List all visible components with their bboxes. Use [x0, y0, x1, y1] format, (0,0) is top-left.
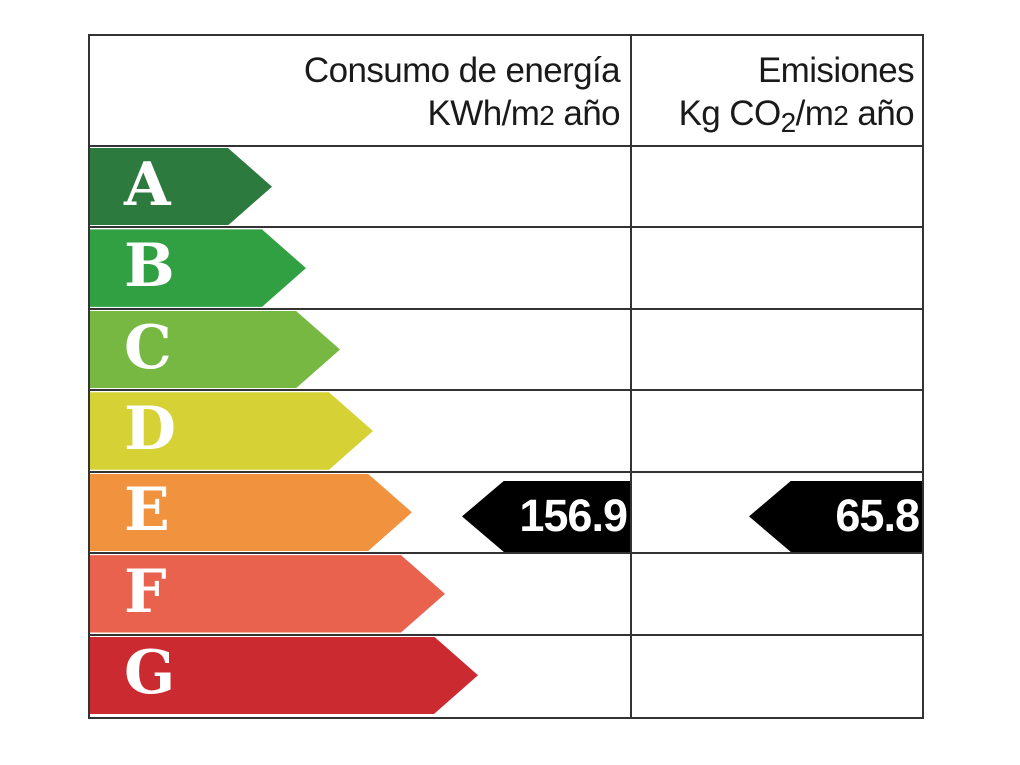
rating-row-f: F	[90, 554, 922, 636]
header-text-part: 2	[539, 100, 555, 131]
rating-letter-b: B	[124, 231, 175, 302]
rating-arrow-b: B	[90, 229, 306, 306]
header-text-part: /m	[795, 94, 834, 133]
marker-arrow-emissions: 65.8	[749, 480, 922, 553]
table-header: Consumo de energía KWh/m2 año Emisiones …	[90, 36, 922, 147]
rating-letter-f: F	[124, 557, 167, 628]
rating-row-e: E 156.9 65.8	[90, 473, 922, 555]
rating-letter-a: A	[124, 149, 171, 220]
header-consumption-line1: Consumo de energía	[303, 51, 621, 90]
rating-row-a: A	[90, 147, 922, 229]
rating-row-g: G	[90, 636, 922, 715]
header-emissions-line1: Emisiones	[757, 51, 915, 90]
rating-letter-e: E	[124, 475, 170, 546]
header-text-part: Kg CO	[678, 94, 782, 133]
rating-arrow-c: C	[90, 311, 340, 388]
header-text-part: 2	[780, 107, 797, 138]
header-emissions-line2: Kg CO2/m2 año	[632, 92, 915, 144]
header-text-part: año	[848, 94, 914, 133]
header-text-part: KWh/m	[427, 94, 540, 133]
header-emissions: Emisiones Kg CO2/m2 año	[632, 36, 922, 145]
consumption-value: 156.9	[519, 490, 628, 542]
rating-letter-g: G	[124, 638, 176, 709]
header-text-part: año	[554, 94, 620, 133]
rating-row-b: B	[90, 228, 922, 310]
rating-arrow-f: F	[90, 555, 445, 632]
rating-row-d: D	[90, 391, 922, 473]
rating-arrow-g: G	[90, 637, 478, 714]
header-consumption: Consumo de energía KWh/m2 año	[90, 36, 632, 145]
rating-arrow-e: E	[90, 474, 412, 551]
marker-arrow-consumption: 156.9	[462, 480, 630, 553]
rating-arrow-a: A	[90, 148, 272, 225]
rating-letter-d: D	[124, 394, 177, 465]
column-divider	[630, 36, 632, 717]
rating-row-c: C	[90, 310, 922, 392]
header-text-part: 2	[833, 100, 849, 131]
ratings-grid: A B C D E 156.9 65.8 F G	[90, 147, 922, 715]
rating-arrow-d: D	[90, 392, 373, 469]
header-consumption-line2: KWh/m2 año	[90, 92, 621, 137]
energy-rating-table: Consumo de energía KWh/m2 año Emisiones …	[88, 34, 924, 719]
emissions-value: 65.8	[835, 490, 920, 542]
rating-letter-c: C	[124, 312, 172, 383]
